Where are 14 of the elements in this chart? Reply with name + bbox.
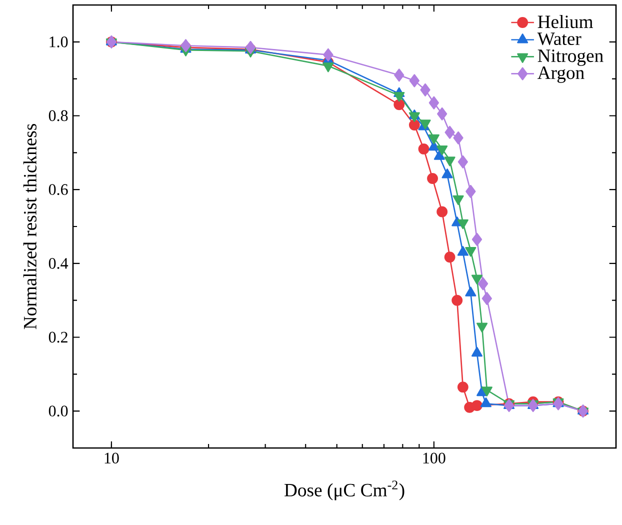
y-tick-label: 0.8 [48, 110, 68, 122]
x-tick-label: 10 [104, 452, 119, 464]
y-tick-label: 0.4 [48, 258, 68, 269]
y-tick-label: 0.6 [48, 184, 68, 196]
y-tick-label: 1.0 [50, 36, 68, 48]
legend-label: Helium [538, 15, 594, 28]
y-tick-label: 0.2 [48, 332, 68, 343]
legend-label: Argon [537, 66, 584, 83]
y-tick-label: 0.0 [48, 406, 68, 417]
legend-label: Nitrogen [538, 50, 604, 66]
legend-label: Water [537, 32, 582, 46]
y-axis-title: Normalized resist thickness [23, 124, 36, 330]
x-axis-title: Dose (μC Cm$^{-2}$) [284, 480, 404, 500]
x-tick-label: 100 [423, 452, 446, 464]
